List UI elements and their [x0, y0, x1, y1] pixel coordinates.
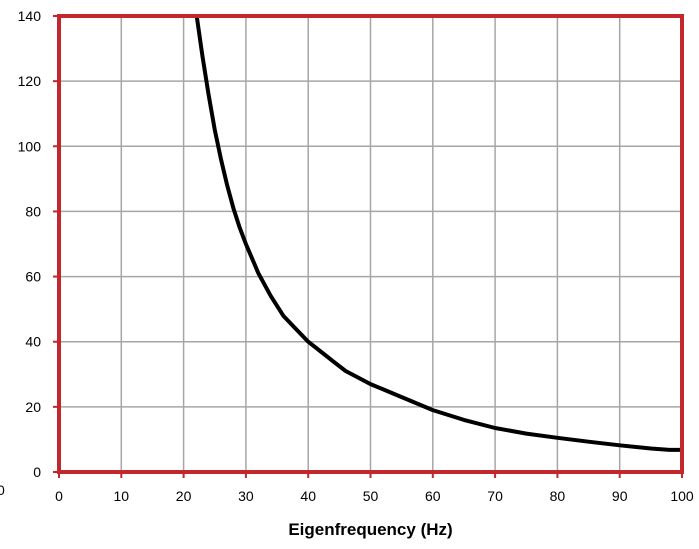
x-tick-label: 80	[550, 488, 566, 504]
series-layer	[194, 14, 684, 452]
tick-labels: 0 10 20 30 40 50 60 70 80 90 100 0 20 40 60 80 100 120 140	[18, 8, 694, 504]
x-tick-label: 70	[487, 488, 503, 504]
series-line	[194, 14, 684, 452]
y-tick-label: 140	[18, 8, 42, 24]
x-tick-label: 40	[300, 488, 316, 504]
x-tick-label: 90	[612, 488, 628, 504]
y-tick-label: 120	[18, 73, 42, 89]
x-tick-label: 60	[425, 488, 441, 504]
grid	[59, 16, 682, 472]
x-axis-title: Eigenfrequency (Hz)	[288, 520, 452, 539]
y-tick-label: 100	[18, 138, 42, 154]
x-tick-label: 100	[670, 488, 694, 504]
x-tick-label: 50	[363, 488, 379, 504]
x-tick-label: 20	[176, 488, 192, 504]
y-tick-label: 80	[25, 203, 41, 219]
y-tick-label: 60	[25, 269, 41, 285]
y-tick-label: 0	[33, 464, 41, 480]
stray-tick-label: 0	[0, 482, 5, 498]
y-tick-label: 20	[25, 399, 41, 415]
plot-frame	[53, 14, 684, 478]
y-tick-label: 40	[25, 334, 41, 350]
x-tick-label: 0	[55, 488, 63, 504]
x-tick-label: 30	[238, 488, 254, 504]
x-tick-label: 10	[114, 488, 130, 504]
